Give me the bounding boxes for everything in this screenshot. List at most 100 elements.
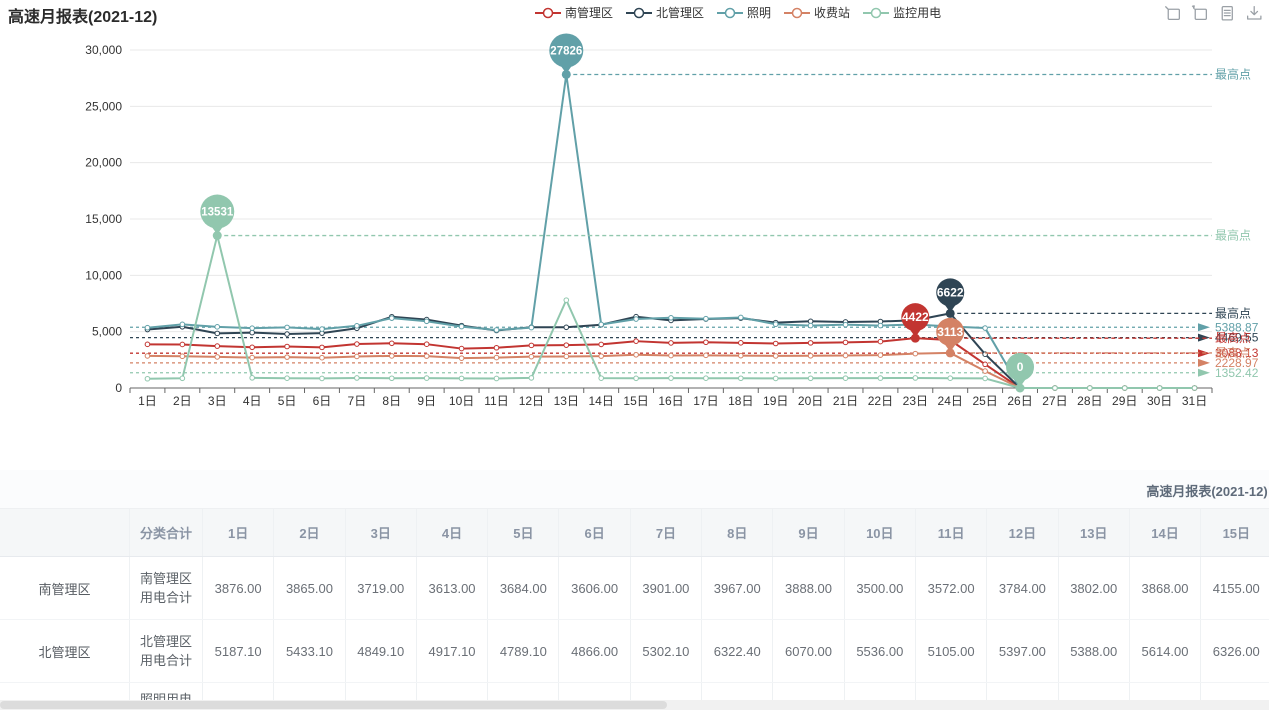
save-image-button[interactable] xyxy=(1245,4,1263,22)
data-point-lighting xyxy=(179,321,186,328)
max-label-lighting: 最高点 xyxy=(1215,66,1251,81)
value-cell: 3613.00 xyxy=(417,557,489,619)
value-cell: 5105.00 xyxy=(916,620,988,682)
table-header-row: 分类合计 1日 2日 3日 4日 5日 6日 7日 8日 9日 10日 11日 12日 13日 14日 15日… xyxy=(0,508,1269,557)
value-cell: 3888.00 xyxy=(773,557,845,619)
x-axis-label: 2日 xyxy=(173,394,192,408)
data-point-toll-station xyxy=(877,352,884,358)
day-header: 12日 xyxy=(987,509,1059,556)
table-body: 南管理区 南管理区 用电合计 3876.00 3865.00 3719.00 3613.00… xyxy=(0,557,1269,700)
day-header: 13日 xyxy=(1059,509,1130,556)
day-header: 15日 xyxy=(1201,509,1269,556)
data-point-south-district xyxy=(563,342,570,348)
row-label-cell xyxy=(0,683,130,700)
scrollbar-thumb[interactable] xyxy=(0,701,667,709)
x-axis-label: 8日 xyxy=(382,394,401,408)
x-axis-label: 20日 xyxy=(798,394,823,408)
data-point-south-district xyxy=(319,344,325,351)
data-point-monitor-power xyxy=(144,375,151,382)
data-point-north-district xyxy=(214,330,221,337)
restore-icon xyxy=(1191,5,1207,20)
report-table-viewport: 高速月报表(2021-12) 分类合计 1日 2日 3日 4日 5日 6日 7日 8日 9日 10日… xyxy=(0,470,1269,700)
data-point-south-district xyxy=(772,340,779,347)
max-label-monitor-power: 最高点 xyxy=(1215,228,1251,243)
pin-max-south-district xyxy=(901,303,930,332)
data-point-south-district xyxy=(249,344,255,351)
category-line: 照明用电 xyxy=(139,692,192,700)
save-image-icon xyxy=(1247,6,1262,20)
data-point-lighting xyxy=(284,324,290,331)
data-point-monitor-power xyxy=(772,375,779,382)
datazoom-button[interactable] xyxy=(1164,4,1182,22)
x-axis-label: 10日 xyxy=(449,394,474,408)
value-cell: 3901.00 xyxy=(631,557,703,619)
data-point-south-district xyxy=(214,343,221,349)
legend-item-south-district[interactable]: 南管理区 xyxy=(535,4,613,21)
data-point-monitor-power xyxy=(633,375,639,382)
table-caption: 高速月报表(2021-12) xyxy=(1146,484,1268,499)
data-point-monitor-power xyxy=(1121,385,1128,391)
data-point-south-district xyxy=(493,344,500,351)
legend-item-monitor-power[interactable]: 监控用电 xyxy=(863,4,941,21)
legend-item-toll-station[interactable]: 收费站 xyxy=(784,4,850,21)
table-row: 北管理区 北管理区 用电合计 5187.10 5433.10 4849.10 4917.10… xyxy=(0,620,1269,683)
data-point-south-district xyxy=(703,339,709,346)
data-point-monitor-power xyxy=(1052,385,1058,391)
data-point-south-district xyxy=(633,338,639,344)
value-cell: 4917.10 xyxy=(417,620,489,682)
chart-legend: 南管理区 北管理区 照明 收费站 监控用电 xyxy=(535,4,941,21)
data-point-lighting xyxy=(528,324,535,331)
data-point-toll-station xyxy=(738,352,744,359)
data-point-south-district xyxy=(598,341,604,348)
value-cell: 6326.00 xyxy=(1201,620,1269,682)
legend-marker-icon xyxy=(863,7,890,18)
header-category-cell: 分类合计 xyxy=(130,509,203,556)
legend-item-north-district[interactable]: 北管理区 xyxy=(626,4,704,21)
data-point-north-district xyxy=(563,324,570,331)
data-point-toll-station xyxy=(249,354,255,361)
max-label-north-district: 最高点 xyxy=(1215,305,1251,320)
legend-item-lighting[interactable]: 照明 xyxy=(717,4,771,21)
pin-label-max-south-district: 4422 xyxy=(902,310,929,324)
value-cell: 4789.10 xyxy=(488,620,560,682)
data-point-monitor-power xyxy=(388,375,395,382)
value-cell xyxy=(916,683,988,700)
data-point-monitor-power xyxy=(563,297,570,303)
legend-label: 监控用电 xyxy=(893,6,942,20)
value-cell: 5187.10 xyxy=(203,620,275,682)
x-axis-label: 11日 xyxy=(484,394,508,408)
pin-label-max-lighting: 27826 xyxy=(550,45,582,57)
value-cell xyxy=(1201,683,1269,700)
category-line: 用电合计 xyxy=(139,590,192,605)
avg-arrow-toll-station xyxy=(1198,358,1210,367)
y-axis-label: 0 xyxy=(115,381,122,395)
data-point-monitor-power xyxy=(284,375,290,381)
value-cell xyxy=(488,683,560,700)
value-cell: 3868.00 xyxy=(1130,557,1202,619)
data-point-monitor-power xyxy=(738,375,744,382)
y-axis-label: 15,000 xyxy=(85,212,122,226)
value-cell xyxy=(417,683,489,700)
header-corner-cell xyxy=(0,509,130,556)
data-point-south-district xyxy=(423,341,430,347)
legend-circle xyxy=(542,7,554,18)
data-point-monitor-power xyxy=(458,375,465,382)
value-cell: 6322.40 xyxy=(702,620,774,682)
pin-label-max-monitor-power: 13531 xyxy=(201,207,234,219)
data-view-button[interactable] xyxy=(1218,4,1236,22)
value-cell xyxy=(702,683,774,700)
data-point-south-district xyxy=(458,345,465,352)
restore-button[interactable] xyxy=(1191,4,1209,22)
value-cell: 3719.00 xyxy=(346,557,417,619)
data-point-south-district xyxy=(807,340,814,346)
horizontal-scrollbar[interactable] xyxy=(0,700,1269,710)
y-axis-label: 30,000 xyxy=(85,43,122,57)
data-point-toll-station xyxy=(633,351,639,358)
x-axis-label: 29日 xyxy=(1112,394,1137,408)
data-point-south-district xyxy=(144,341,151,348)
data-point-monitor-power xyxy=(912,375,919,381)
day-header: 6日 xyxy=(559,509,631,556)
x-axis-label: 3日 xyxy=(208,394,227,408)
value-cell: 5388.00 xyxy=(1059,620,1130,682)
value-cell: 3500.00 xyxy=(845,557,916,619)
